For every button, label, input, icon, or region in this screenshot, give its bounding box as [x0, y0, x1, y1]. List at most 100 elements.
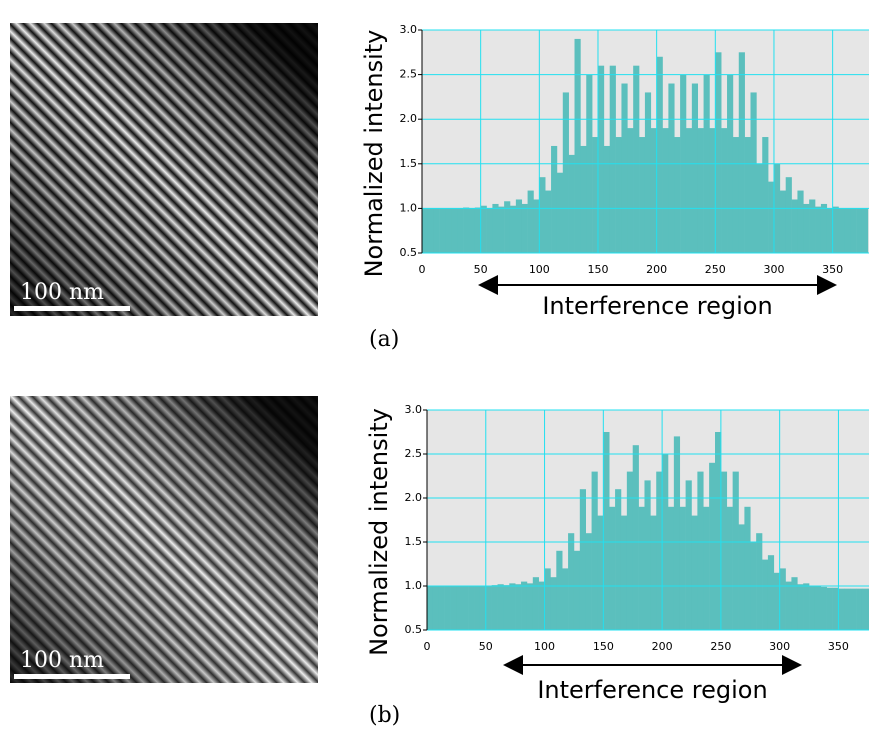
bar [486, 208, 493, 253]
scale-bar-label: 100 nm [20, 280, 104, 305]
annotation: Interference region [537, 676, 767, 704]
bar [715, 52, 722, 253]
bar [509, 205, 517, 253]
bar [597, 515, 604, 630]
fringe-image [10, 396, 318, 683]
y-tick-label: 2.5 [400, 68, 418, 81]
bar [573, 550, 581, 630]
x-tick-label: 200 [646, 263, 667, 276]
bar [803, 583, 810, 630]
bar [820, 586, 827, 630]
bar [556, 550, 563, 630]
bar [844, 208, 851, 253]
annotation: Interference region [542, 292, 772, 320]
bar [709, 462, 716, 630]
bar [433, 208, 440, 253]
bar [656, 471, 663, 630]
bar [468, 586, 475, 630]
bar [832, 206, 839, 253]
x-tick-label: 250 [710, 640, 731, 653]
bar [620, 515, 628, 630]
bar [627, 128, 634, 253]
bar [591, 471, 598, 630]
bar [562, 92, 569, 253]
bar [720, 471, 728, 630]
bar [432, 586, 440, 630]
bar [474, 207, 481, 253]
bar [480, 205, 487, 253]
bar [785, 581, 792, 630]
bar [803, 203, 810, 253]
bar [550, 577, 557, 630]
bar [592, 137, 599, 253]
bar [856, 588, 863, 630]
y-tick-label: 3.0 [405, 403, 423, 416]
bar [498, 206, 505, 253]
bar [850, 588, 857, 630]
y-tick-label: 0.5 [400, 246, 418, 259]
bar [462, 586, 469, 630]
bar [615, 137, 622, 253]
x-tick-label: 150 [593, 640, 614, 653]
bar [826, 208, 833, 253]
bar [721, 128, 728, 253]
x-tick-label: 0 [424, 640, 431, 653]
bar [867, 588, 869, 630]
bar [609, 65, 616, 254]
bar [515, 584, 522, 630]
bar [515, 199, 523, 253]
bar [533, 199, 540, 253]
bar [597, 65, 605, 254]
x-tick-label: 100 [534, 640, 555, 653]
bar [809, 199, 816, 253]
bar [838, 588, 845, 630]
bar [773, 572, 780, 630]
bar [726, 506, 733, 630]
bar [691, 83, 699, 254]
bar [509, 583, 516, 630]
bar [539, 177, 546, 253]
bar [503, 585, 510, 630]
bar [797, 190, 804, 253]
bar [861, 208, 869, 253]
bar [844, 588, 851, 630]
bar [644, 92, 652, 253]
bar [738, 52, 745, 253]
bar [526, 583, 534, 630]
bar [767, 555, 775, 630]
bar [444, 586, 451, 630]
panel-label: (b) [369, 703, 400, 727]
bar [615, 489, 622, 630]
fringe-image [10, 23, 318, 316]
bar [709, 128, 716, 253]
x-tick-label: 50 [474, 263, 488, 276]
bar [538, 581, 545, 630]
bar [438, 586, 445, 630]
bar [668, 83, 675, 254]
bar [632, 445, 639, 630]
bar [568, 154, 575, 253]
y-tick-label: 2.5 [405, 447, 423, 460]
y-tick-label: 2.0 [400, 112, 418, 125]
bar [785, 177, 792, 253]
bar [603, 145, 611, 253]
bar [532, 577, 539, 630]
bar [621, 83, 628, 254]
y-axis-label: Normalized intensity [365, 408, 393, 656]
bar [497, 584, 504, 630]
bar [603, 432, 610, 630]
bar [685, 480, 692, 630]
y-tick-label: 3.0 [400, 23, 418, 36]
bar [468, 208, 476, 253]
bar [667, 506, 675, 630]
bar [738, 524, 745, 630]
bar [450, 586, 457, 630]
bar [574, 38, 581, 253]
bar [556, 172, 564, 253]
x-tick-label: 200 [652, 640, 673, 653]
bar [815, 206, 822, 253]
bar [521, 581, 528, 630]
bar [485, 586, 492, 630]
x-tick-label: 350 [822, 263, 843, 276]
bar [732, 471, 739, 630]
